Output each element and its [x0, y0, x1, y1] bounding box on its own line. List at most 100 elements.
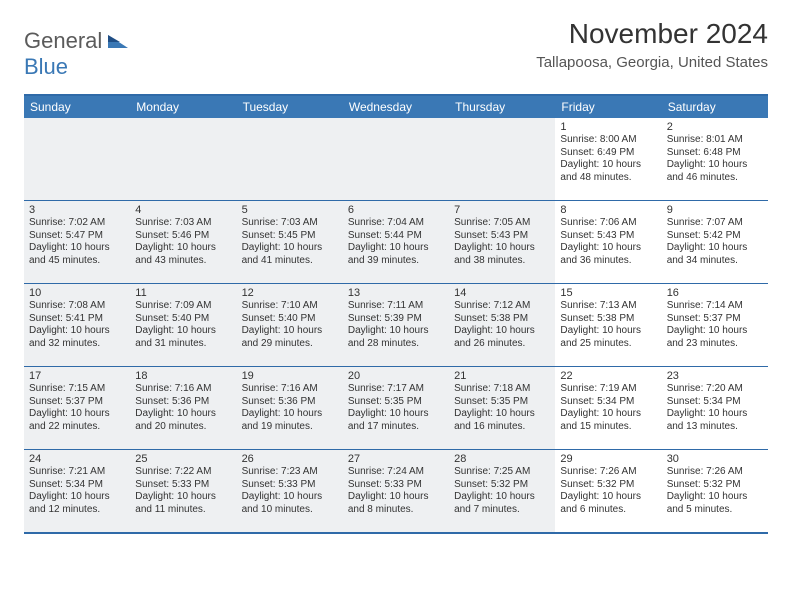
sunrise-text: Sunrise: 7:19 AM	[560, 383, 656, 396]
sunrise-text: Sunrise: 7:17 AM	[348, 383, 444, 396]
day-cell: 17Sunrise: 7:15 AMSunset: 5:37 PMDayligh…	[24, 367, 130, 449]
day-cell: 30Sunrise: 7:26 AMSunset: 5:32 PMDayligh…	[662, 450, 768, 532]
day-cell: 15Sunrise: 7:13 AMSunset: 5:38 PMDayligh…	[555, 284, 661, 366]
day-cell: 20Sunrise: 7:17 AMSunset: 5:35 PMDayligh…	[343, 367, 449, 449]
day-cell: 16Sunrise: 7:14 AMSunset: 5:37 PMDayligh…	[662, 284, 768, 366]
sunset-text: Sunset: 5:43 PM	[454, 230, 550, 243]
day-cell: 2Sunrise: 8:01 AMSunset: 6:48 PMDaylight…	[662, 118, 768, 200]
weeks-container: 1Sunrise: 8:00 AMSunset: 6:49 PMDaylight…	[24, 118, 768, 532]
daylight-text: Daylight: 10 hours and 11 minutes.	[135, 491, 231, 516]
daylight-text: Daylight: 10 hours and 23 minutes.	[667, 325, 763, 350]
sunrise-text: Sunrise: 8:00 AM	[560, 134, 656, 147]
day-details: Sunrise: 7:08 AMSunset: 5:41 PMDaylight:…	[29, 300, 125, 350]
day-cell	[24, 118, 130, 200]
day-number: 17	[29, 370, 125, 382]
logo-text: General Blue	[24, 28, 128, 80]
sunrise-text: Sunrise: 7:06 AM	[560, 217, 656, 230]
day-of-week-header: Tuesday	[237, 96, 343, 118]
sunset-text: Sunset: 5:40 PM	[242, 313, 338, 326]
sunrise-text: Sunrise: 7:11 AM	[348, 300, 444, 313]
day-cell: 12Sunrise: 7:10 AMSunset: 5:40 PMDayligh…	[237, 284, 343, 366]
day-number: 15	[560, 287, 656, 299]
daylight-text: Daylight: 10 hours and 17 minutes.	[348, 408, 444, 433]
sunset-text: Sunset: 5:47 PM	[29, 230, 125, 243]
daylight-text: Daylight: 10 hours and 6 minutes.	[560, 491, 656, 516]
sunrise-text: Sunrise: 7:20 AM	[667, 383, 763, 396]
sunset-text: Sunset: 5:34 PM	[560, 396, 656, 409]
sunrise-text: Sunrise: 7:23 AM	[242, 466, 338, 479]
day-details: Sunrise: 7:13 AMSunset: 5:38 PMDaylight:…	[560, 300, 656, 350]
day-cell: 24Sunrise: 7:21 AMSunset: 5:34 PMDayligh…	[24, 450, 130, 532]
daylight-text: Daylight: 10 hours and 46 minutes.	[667, 159, 763, 184]
day-number: 11	[135, 287, 231, 299]
sunset-text: Sunset: 6:49 PM	[560, 147, 656, 160]
day-details: Sunrise: 7:16 AMSunset: 5:36 PMDaylight:…	[242, 383, 338, 433]
day-details: Sunrise: 7:04 AMSunset: 5:44 PMDaylight:…	[348, 217, 444, 267]
daylight-text: Daylight: 10 hours and 8 minutes.	[348, 491, 444, 516]
day-number: 26	[242, 453, 338, 465]
day-details: Sunrise: 7:15 AMSunset: 5:37 PMDaylight:…	[29, 383, 125, 433]
day-details: Sunrise: 7:26 AMSunset: 5:32 PMDaylight:…	[667, 466, 763, 516]
day-details: Sunrise: 7:06 AMSunset: 5:43 PMDaylight:…	[560, 217, 656, 267]
sunrise-text: Sunrise: 7:07 AM	[667, 217, 763, 230]
flag-icon	[108, 35, 128, 52]
day-number: 4	[135, 204, 231, 216]
sunset-text: Sunset: 5:32 PM	[454, 479, 550, 492]
sunrise-text: Sunrise: 7:02 AM	[29, 217, 125, 230]
logo-word-blue: Blue	[24, 54, 68, 79]
sunrise-text: Sunrise: 7:15 AM	[29, 383, 125, 396]
sunrise-text: Sunrise: 7:26 AM	[560, 466, 656, 479]
day-details: Sunrise: 7:02 AMSunset: 5:47 PMDaylight:…	[29, 217, 125, 267]
day-number: 18	[135, 370, 231, 382]
day-number: 22	[560, 370, 656, 382]
sunrise-text: Sunrise: 7:24 AM	[348, 466, 444, 479]
daylight-text: Daylight: 10 hours and 7 minutes.	[454, 491, 550, 516]
day-number: 10	[29, 287, 125, 299]
day-number: 6	[348, 204, 444, 216]
day-number: 30	[667, 453, 763, 465]
day-of-week-header: Thursday	[449, 96, 555, 118]
day-details: Sunrise: 7:20 AMSunset: 5:34 PMDaylight:…	[667, 383, 763, 433]
day-number: 29	[560, 453, 656, 465]
sunrise-text: Sunrise: 7:10 AM	[242, 300, 338, 313]
header-row: General Blue November 2024 Tallapoosa, G…	[24, 18, 768, 80]
day-number: 23	[667, 370, 763, 382]
sunrise-text: Sunrise: 7:04 AM	[348, 217, 444, 230]
daylight-text: Daylight: 10 hours and 36 minutes.	[560, 242, 656, 267]
day-cell: 1Sunrise: 8:00 AMSunset: 6:49 PMDaylight…	[555, 118, 661, 200]
location-subtitle: Tallapoosa, Georgia, United States	[536, 54, 768, 71]
day-of-week-header: Sunday	[24, 96, 130, 118]
daylight-text: Daylight: 10 hours and 12 minutes.	[29, 491, 125, 516]
day-number: 12	[242, 287, 338, 299]
day-number: 25	[135, 453, 231, 465]
week-row: 10Sunrise: 7:08 AMSunset: 5:41 PMDayligh…	[24, 283, 768, 366]
sunset-text: Sunset: 5:32 PM	[560, 479, 656, 492]
day-details: Sunrise: 8:00 AMSunset: 6:49 PMDaylight:…	[560, 134, 656, 184]
sunset-text: Sunset: 5:37 PM	[29, 396, 125, 409]
day-of-week-header: Friday	[555, 96, 661, 118]
daylight-text: Daylight: 10 hours and 20 minutes.	[135, 408, 231, 433]
day-details: Sunrise: 7:12 AMSunset: 5:38 PMDaylight:…	[454, 300, 550, 350]
day-number: 5	[242, 204, 338, 216]
day-cell: 26Sunrise: 7:23 AMSunset: 5:33 PMDayligh…	[237, 450, 343, 532]
day-cell: 27Sunrise: 7:24 AMSunset: 5:33 PMDayligh…	[343, 450, 449, 532]
daylight-text: Daylight: 10 hours and 32 minutes.	[29, 325, 125, 350]
sunrise-text: Sunrise: 7:16 AM	[135, 383, 231, 396]
day-details: Sunrise: 7:07 AMSunset: 5:42 PMDaylight:…	[667, 217, 763, 267]
sunset-text: Sunset: 6:48 PM	[667, 147, 763, 160]
day-details: Sunrise: 7:16 AMSunset: 5:36 PMDaylight:…	[135, 383, 231, 433]
day-cell: 6Sunrise: 7:04 AMSunset: 5:44 PMDaylight…	[343, 201, 449, 283]
week-row: 3Sunrise: 7:02 AMSunset: 5:47 PMDaylight…	[24, 200, 768, 283]
daylight-text: Daylight: 10 hours and 25 minutes.	[560, 325, 656, 350]
day-cell: 18Sunrise: 7:16 AMSunset: 5:36 PMDayligh…	[130, 367, 236, 449]
daylight-text: Daylight: 10 hours and 29 minutes.	[242, 325, 338, 350]
day-cell: 4Sunrise: 7:03 AMSunset: 5:46 PMDaylight…	[130, 201, 236, 283]
day-cell: 5Sunrise: 7:03 AMSunset: 5:45 PMDaylight…	[237, 201, 343, 283]
daylight-text: Daylight: 10 hours and 48 minutes.	[560, 159, 656, 184]
day-cell: 11Sunrise: 7:09 AMSunset: 5:40 PMDayligh…	[130, 284, 236, 366]
day-cell: 23Sunrise: 7:20 AMSunset: 5:34 PMDayligh…	[662, 367, 768, 449]
day-number: 13	[348, 287, 444, 299]
day-details: Sunrise: 7:03 AMSunset: 5:46 PMDaylight:…	[135, 217, 231, 267]
sunset-text: Sunset: 5:36 PM	[135, 396, 231, 409]
day-cell: 29Sunrise: 7:26 AMSunset: 5:32 PMDayligh…	[555, 450, 661, 532]
